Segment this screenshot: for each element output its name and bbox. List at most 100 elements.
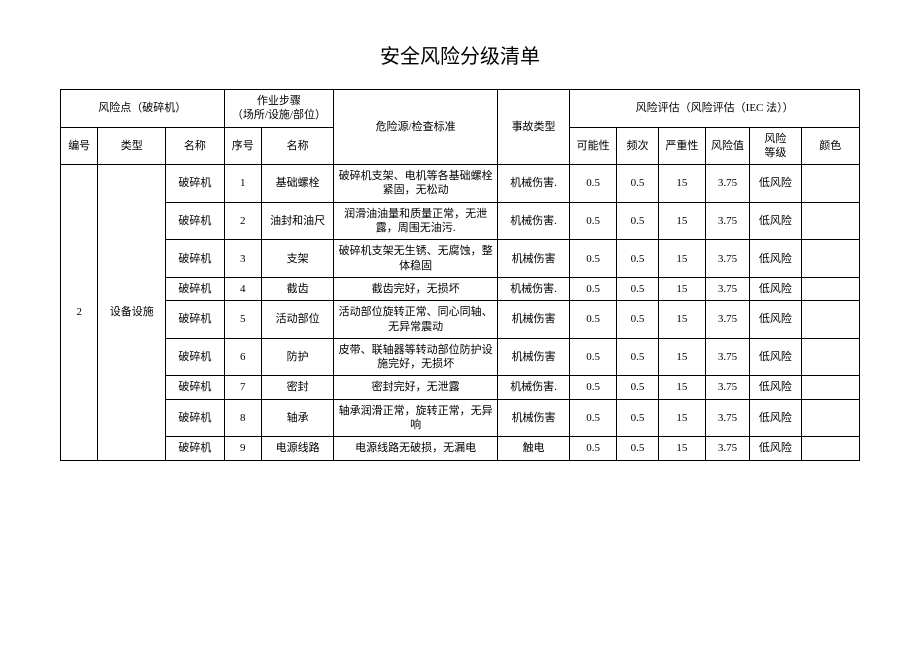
cell-seq: 7 <box>224 376 261 399</box>
cell-hazard: 活动部位旋转正常、同心同轴、无异常震动 <box>334 301 498 339</box>
cell-accident: 机械伤害. <box>497 165 569 203</box>
cell-severity: 15 <box>659 376 706 399</box>
table-row: 破碎机5活动部位活动部位旋转正常、同心同轴、无异常震动机械伤害0.50.5153… <box>61 301 860 339</box>
cell-name: 破碎机 <box>166 240 224 278</box>
cell-hazard: 截齿完好，无损坏 <box>334 277 498 300</box>
cell-frequency: 0.5 <box>617 437 659 460</box>
header-step-name: 名称 <box>261 127 333 165</box>
cell-color <box>801 277 859 300</box>
cell-possibility: 0.5 <box>570 376 617 399</box>
cell-name: 破碎机 <box>166 376 224 399</box>
cell-value: 3.75 <box>705 301 749 339</box>
cell-possibility: 0.5 <box>570 399 617 437</box>
cell-step-name: 防护 <box>261 338 333 376</box>
cell-name: 破碎机 <box>166 437 224 460</box>
cell-name: 破碎机 <box>166 301 224 339</box>
cell-severity: 15 <box>659 437 706 460</box>
cell-possibility: 0.5 <box>570 277 617 300</box>
cell-hazard: 破碎机支架无生锈、无腐蚀，整体稳固 <box>334 240 498 278</box>
cell-level: 低风险 <box>750 240 801 278</box>
cell-severity: 15 <box>659 240 706 278</box>
cell-level: 低风险 <box>750 338 801 376</box>
table-row: 破碎机7密封密封完好，无泄露机械伤害.0.50.5153.75低风险 <box>61 376 860 399</box>
header-name: 名称 <box>166 127 224 165</box>
cell-step-name: 活动部位 <box>261 301 333 339</box>
cell-name: 破碎机 <box>166 202 224 240</box>
cell-hazard: 皮带、联轴器等转动部位防护设施完好，无损坏 <box>334 338 498 376</box>
cell-step-name: 电源线路 <box>261 437 333 460</box>
cell-seq: 3 <box>224 240 261 278</box>
cell-hazard: 电源线路无破损，无漏电 <box>334 437 498 460</box>
table-row: 2设备设施破碎机1基础螺栓破碎机支架、电机等各基础螺栓紧固，无松动机械伤害.0.… <box>61 165 860 203</box>
table-row: 破碎机2油封和油尺润滑油油量和质量正常，无泄露，周围无油污.机械伤害.0.50.… <box>61 202 860 240</box>
cell-value: 3.75 <box>705 437 749 460</box>
cell-step-name: 轴承 <box>261 399 333 437</box>
cell-level: 低风险 <box>750 165 801 203</box>
cell-severity: 15 <box>659 399 706 437</box>
cell-frequency: 0.5 <box>617 277 659 300</box>
header-risk-level: 风险 等级 <box>750 127 801 165</box>
cell-step-name: 油封和油尺 <box>261 202 333 240</box>
cell-accident: 机械伤害 <box>497 301 569 339</box>
cell-level: 低风险 <box>750 301 801 339</box>
cell-color <box>801 202 859 240</box>
header-seq: 序号 <box>224 127 261 165</box>
cell-possibility: 0.5 <box>570 240 617 278</box>
cell-accident: 机械伤害 <box>497 338 569 376</box>
cell-color <box>801 437 859 460</box>
cell-color <box>801 338 859 376</box>
cell-frequency: 0.5 <box>617 399 659 437</box>
header-severity: 严重性 <box>659 127 706 165</box>
cell-frequency: 0.5 <box>617 240 659 278</box>
cell-value: 3.75 <box>705 240 749 278</box>
header-possibility: 可能性 <box>570 127 617 165</box>
cell-level: 低风险 <box>750 399 801 437</box>
page-title: 安全风险分级清单 <box>60 40 860 69</box>
cell-hazard: 轴承润滑正常，旋转正常，无异响 <box>334 399 498 437</box>
cell-group-no: 2 <box>61 165 98 460</box>
cell-level: 低风险 <box>750 277 801 300</box>
cell-level: 低风险 <box>750 376 801 399</box>
header-frequency: 频次 <box>617 127 659 165</box>
cell-group-type: 设备设施 <box>98 165 166 460</box>
header-type: 类型 <box>98 127 166 165</box>
cell-severity: 15 <box>659 202 706 240</box>
header-accident-type: 事故类型 <box>497 90 569 165</box>
table-row: 破碎机6防护皮带、联轴器等转动部位防护设施完好，无损坏机械伤害0.50.5153… <box>61 338 860 376</box>
cell-value: 3.75 <box>705 165 749 203</box>
cell-possibility: 0.5 <box>570 437 617 460</box>
cell-possibility: 0.5 <box>570 202 617 240</box>
cell-accident: 机械伤害. <box>497 277 569 300</box>
cell-level: 低风险 <box>750 437 801 460</box>
cell-hazard: 润滑油油量和质量正常，无泄露，周围无油污. <box>334 202 498 240</box>
table-row: 破碎机3支架破碎机支架无生锈、无腐蚀，整体稳固机械伤害0.50.5153.75低… <box>61 240 860 278</box>
cell-frequency: 0.5 <box>617 338 659 376</box>
cell-color <box>801 301 859 339</box>
cell-name: 破碎机 <box>166 277 224 300</box>
cell-hazard: 破碎机支架、电机等各基础螺栓紧固，无松动 <box>334 165 498 203</box>
cell-step-name: 截齿 <box>261 277 333 300</box>
cell-seq: 1 <box>224 165 261 203</box>
header-no: 编号 <box>61 127 98 165</box>
cell-severity: 15 <box>659 165 706 203</box>
header-hazard-source: 危险源/检查标准 <box>334 90 498 165</box>
cell-frequency: 0.5 <box>617 376 659 399</box>
cell-frequency: 0.5 <box>617 165 659 203</box>
cell-possibility: 0.5 <box>570 338 617 376</box>
cell-seq: 9 <box>224 437 261 460</box>
cell-step-name: 密封 <box>261 376 333 399</box>
cell-color <box>801 376 859 399</box>
cell-severity: 15 <box>659 301 706 339</box>
cell-seq: 4 <box>224 277 261 300</box>
cell-severity: 15 <box>659 277 706 300</box>
header-risk-value: 风险值 <box>705 127 749 165</box>
cell-possibility: 0.5 <box>570 301 617 339</box>
cell-accident: 机械伤害 <box>497 240 569 278</box>
cell-accident: 机械伤害 <box>497 399 569 437</box>
cell-value: 3.75 <box>705 277 749 300</box>
cell-level: 低风险 <box>750 202 801 240</box>
cell-accident: 触电 <box>497 437 569 460</box>
header-color: 颜色 <box>801 127 859 165</box>
table-row: 破碎机8轴承轴承润滑正常，旋转正常，无异响机械伤害0.50.5153.75低风险 <box>61 399 860 437</box>
cell-color <box>801 240 859 278</box>
